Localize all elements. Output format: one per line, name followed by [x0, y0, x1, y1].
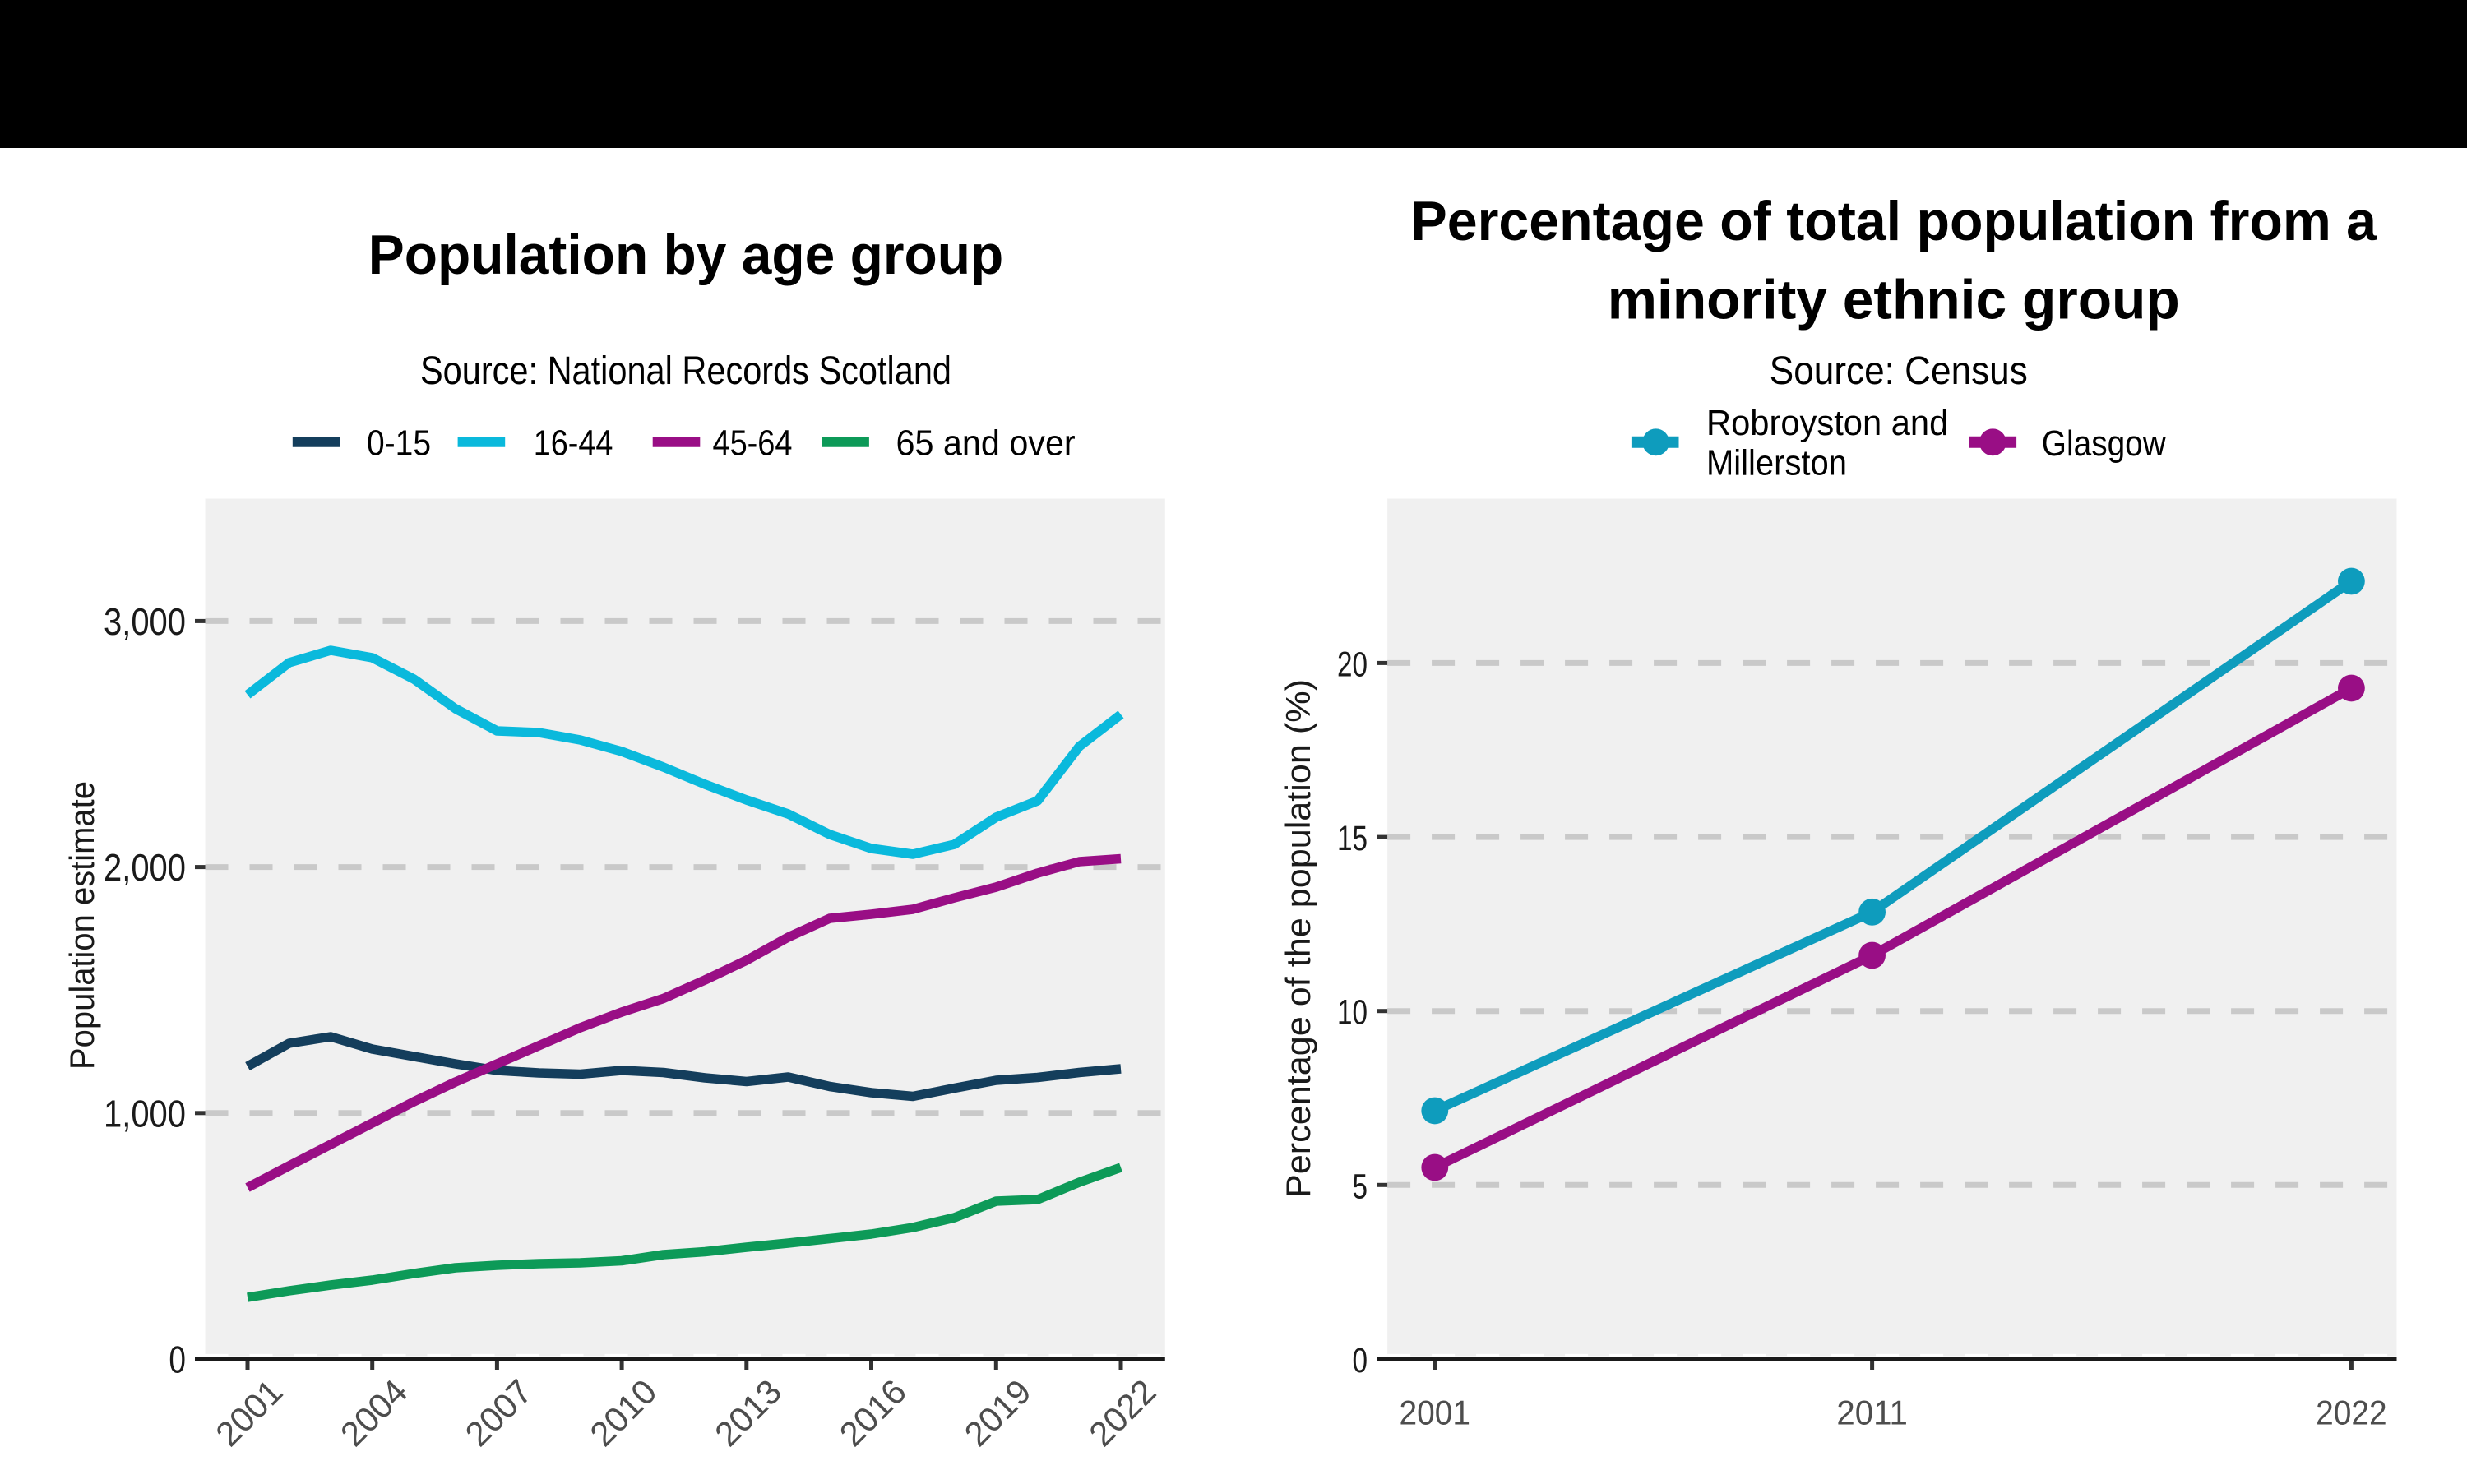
svg-text:Percentage of the population (: Percentage of the population (%) [1279, 679, 1317, 1198]
svg-text:Population estimate: Population estimate [62, 781, 101, 1070]
svg-text:3,000: 3,000 [104, 600, 186, 643]
svg-text:10: 10 [1337, 993, 1368, 1033]
svg-text:2011: 2011 [1836, 1394, 1908, 1432]
svg-text:2001: 2001 [1400, 1394, 1471, 1432]
svg-text:16-44: 16-44 [534, 423, 613, 464]
svg-text:Robroyston and: Robroyston and [1706, 403, 1948, 443]
svg-text:Source: National Records Scotl: Source: National Records Scotland [420, 349, 951, 393]
svg-text:15: 15 [1337, 819, 1368, 858]
svg-text:45-64: 45-64 [713, 423, 793, 464]
svg-text:0-15: 0-15 [367, 423, 431, 464]
svg-text:minority ethnic group: minority ethnic group [1608, 270, 2180, 331]
svg-text:65 and over: 65 and over [896, 423, 1076, 464]
svg-text:1,000: 1,000 [104, 1092, 186, 1135]
svg-text:0: 0 [169, 1338, 186, 1381]
svg-text:Population by age group: Population by age group [368, 224, 1004, 286]
svg-text:0: 0 [1353, 1341, 1368, 1380]
svg-text:Millerston: Millerston [1706, 443, 1847, 483]
svg-text:Source: Census: Source: Census [1770, 349, 2028, 393]
svg-text:2,000: 2,000 [104, 846, 186, 889]
svg-text:20: 20 [1337, 645, 1368, 684]
svg-text:Glasgow: Glasgow [2042, 423, 2166, 464]
svg-text:5: 5 [1353, 1167, 1368, 1206]
svg-text:Percentage of total population: Percentage of total population from a [1411, 191, 2377, 252]
svg-text:2022: 2022 [2316, 1394, 2387, 1432]
